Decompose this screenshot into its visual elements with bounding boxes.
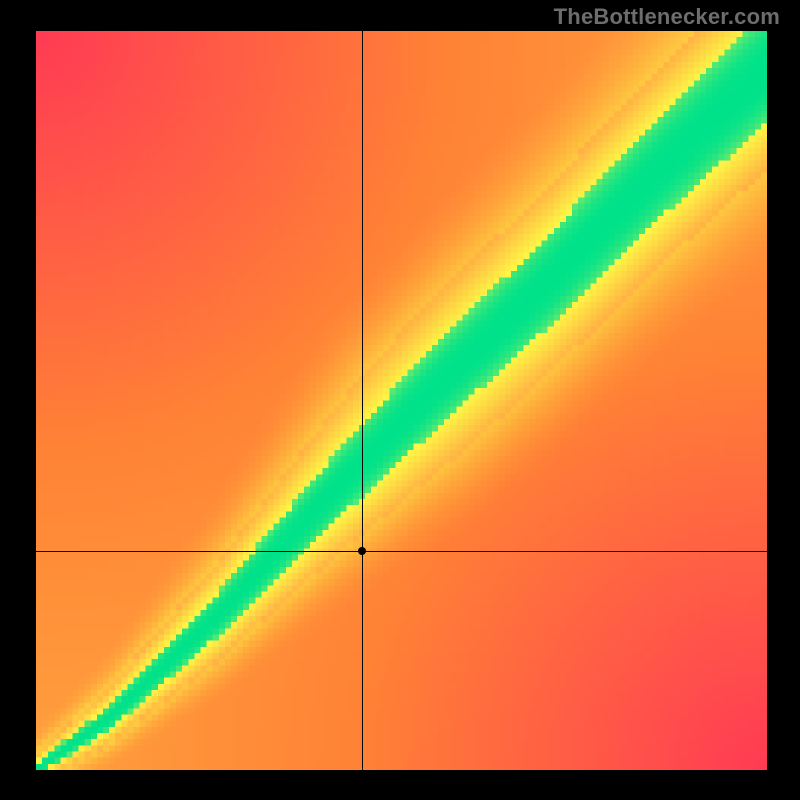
heatmap-canvas [36,31,767,770]
chart-container: TheBottlenecker.com [0,0,800,800]
watermark-text: TheBottlenecker.com [554,4,780,30]
